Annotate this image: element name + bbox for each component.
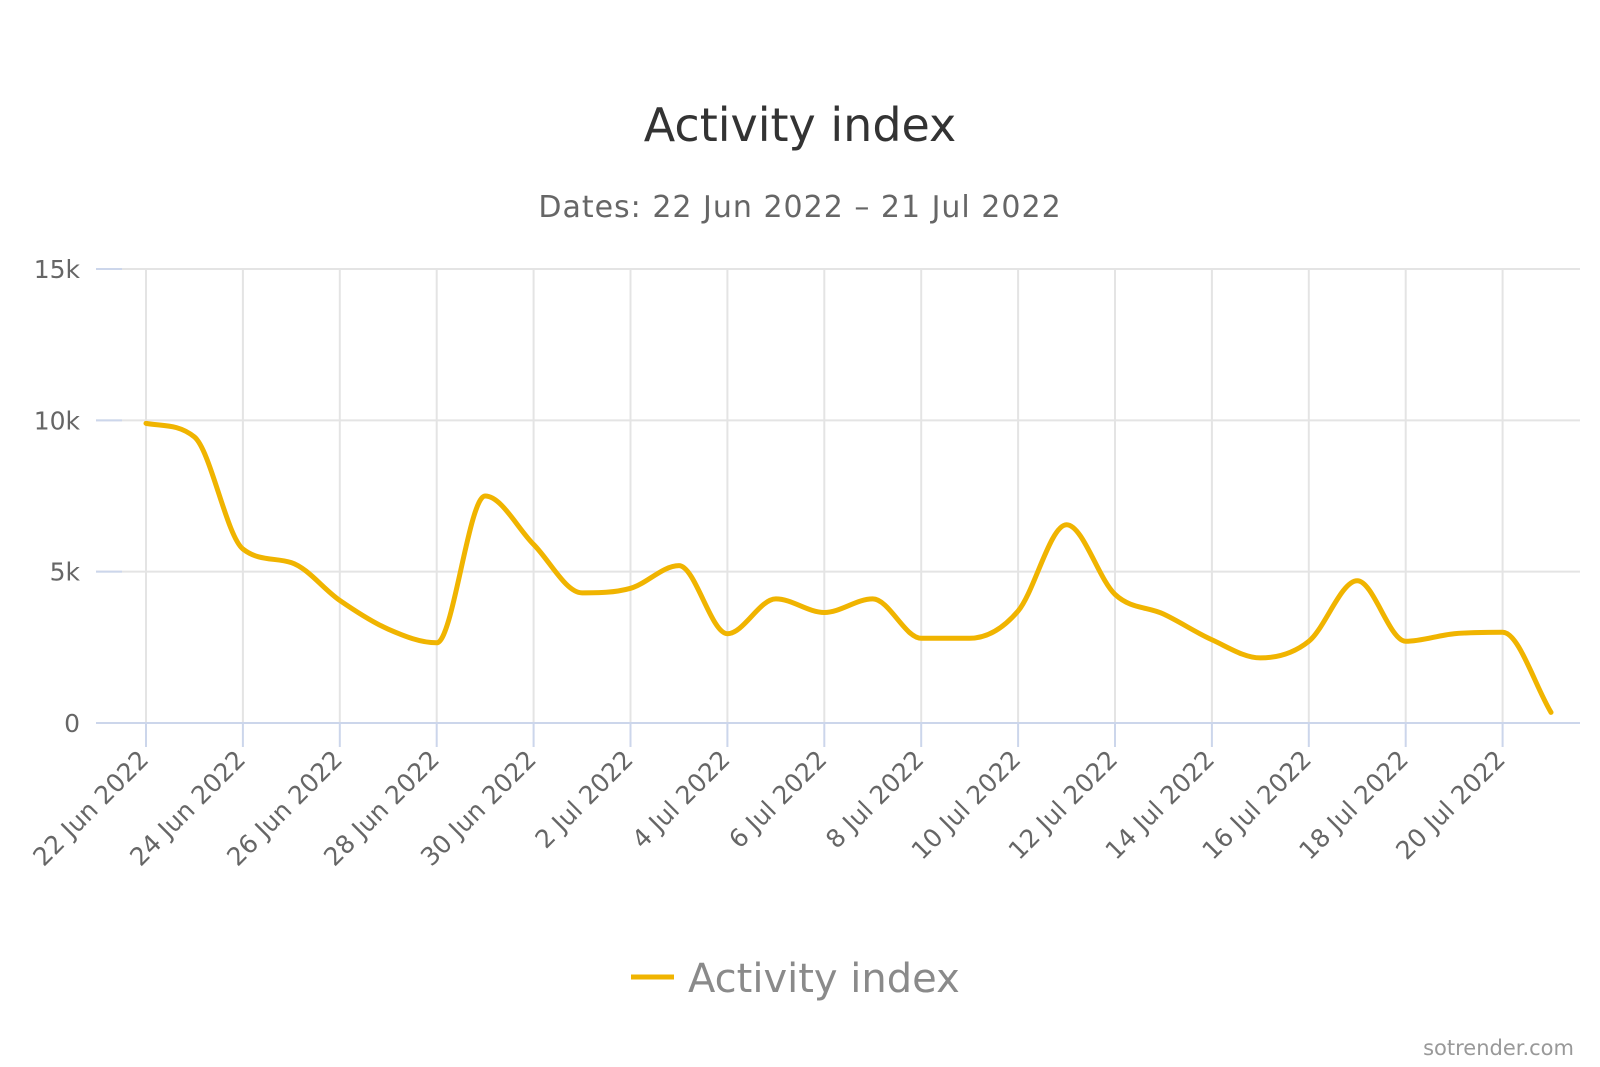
data-point[interactable]	[1402, 637, 1410, 645]
data-point[interactable]	[1111, 590, 1119, 598]
y-tick-label: 5k	[50, 558, 81, 587]
data-point[interactable]	[1547, 708, 1555, 716]
data-point[interactable]	[1353, 577, 1361, 585]
y-tick-label: 10k	[34, 406, 81, 435]
data-point[interactable]	[433, 639, 441, 647]
data-point[interactable]	[1014, 607, 1022, 615]
data-point[interactable]	[723, 630, 731, 638]
x-tick-label: 4 Jul 2022	[626, 745, 735, 854]
data-point[interactable]	[530, 540, 538, 548]
x-tick-label: 6 Jul 2022	[723, 745, 832, 854]
data-point[interactable]	[1159, 610, 1167, 618]
y-tick-label: 0	[64, 709, 80, 738]
data-point[interactable]	[917, 634, 925, 642]
data-point[interactable]	[578, 589, 586, 597]
data-point[interactable]	[820, 609, 828, 617]
chart-title: Activity index	[644, 98, 957, 152]
data-point[interactable]	[1305, 637, 1313, 645]
data-point[interactable]	[1256, 654, 1264, 662]
data-point[interactable]	[287, 559, 295, 567]
x-tick-label: 2 Jul 2022	[529, 745, 638, 854]
y-tick-label: 15k	[34, 255, 81, 284]
data-point[interactable]	[239, 545, 247, 553]
data-point[interactable]	[142, 419, 150, 427]
series-line-activity-index[interactable]	[143, 420, 1554, 715]
legend-label: Activity index	[688, 956, 960, 1002]
legend[interactable]: Activity index	[631, 956, 960, 1002]
data-point[interactable]	[190, 433, 198, 441]
data-point[interactable]	[772, 595, 780, 603]
data-point[interactable]	[384, 625, 392, 633]
data-point[interactable]	[481, 492, 489, 500]
data-point[interactable]	[675, 562, 683, 570]
credit-text[interactable]: sotrender.com	[1423, 1036, 1574, 1060]
data-point[interactable]	[1450, 630, 1458, 638]
data-point[interactable]	[966, 634, 974, 642]
data-point[interactable]	[627, 584, 635, 592]
chart-subtitle: Dates: 22 Jun 2022 – 21 Jul 2022	[538, 190, 1061, 225]
series-layer	[142, 419, 1555, 716]
data-point[interactable]	[1063, 521, 1071, 529]
data-point[interactable]	[1499, 628, 1507, 636]
grid	[96, 268, 1580, 723]
data-point[interactable]	[869, 595, 877, 603]
data-point[interactable]	[1208, 636, 1216, 644]
data-point[interactable]	[336, 596, 344, 604]
